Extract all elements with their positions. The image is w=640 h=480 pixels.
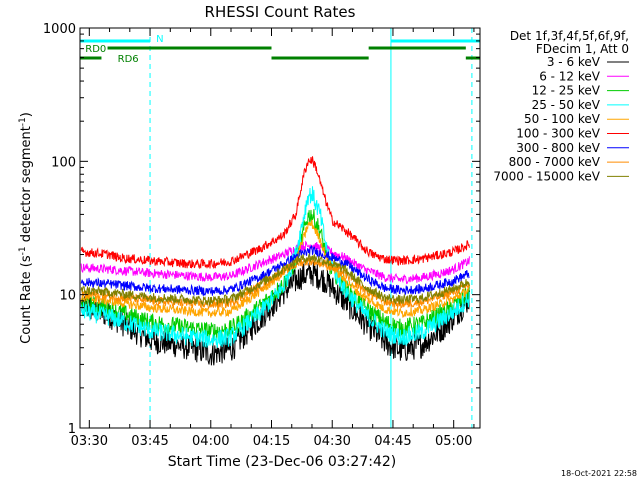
legend-label-6: 100 - 300 keV — [516, 127, 600, 141]
series-line-6 — [80, 156, 470, 270]
status-bar-label-rd0: RD0 — [85, 44, 106, 55]
y-axis-label: Count Rate (s-1 detector segment-1) — [18, 112, 34, 344]
chart-title: RHESSI Count Rates — [205, 3, 356, 21]
series-line-4 — [80, 186, 470, 348]
legend-label-5: 50 - 100 keV — [524, 112, 601, 126]
x-tick-label: 04:30 — [313, 434, 350, 449]
x-axis-ticks: 03:30 03:45 04:00 04:15 04:30 04:45 05:00 — [71, 28, 475, 449]
legend-label-1: 3 - 6 keV — [547, 55, 601, 69]
legend-label-4: 25 - 50 keV — [532, 98, 601, 112]
x-tick-label: 05:00 — [435, 434, 472, 449]
legend-label-7: 300 - 800 keV — [516, 141, 600, 155]
legend-label-8: 800 - 7000 keV — [509, 155, 601, 169]
status-bars: N RD0 RD6 — [80, 34, 480, 65]
series-line-2 — [80, 240, 470, 285]
x-tick-label: 04:00 — [192, 434, 229, 449]
legend: Det 1f,3f,4f,5f,6f,9f, FDecim 1, Att 0 3… — [493, 29, 629, 183]
y-axis-ticks: 1 10 100 1000 — [43, 22, 480, 437]
legend-header-line-1: Det 1f,3f,4f,5f,6f,9f, — [510, 29, 629, 43]
y-tick-label: 1000 — [43, 22, 76, 37]
series-line-9 — [80, 252, 470, 307]
series-line-7 — [80, 244, 470, 297]
legend-header-line-2: FDecim 1, Att 0 — [536, 42, 629, 56]
x-tick-label: 04:15 — [253, 434, 290, 449]
legend-label-3: 12 - 25 keV — [532, 84, 601, 98]
series-line-8 — [80, 257, 470, 311]
x-axis-label: Start Time (23-Dec-06 03:27:42) — [168, 454, 396, 470]
y-tick-label: 10 — [59, 289, 76, 304]
series-lines — [80, 156, 470, 366]
x-tick-label: 04:45 — [374, 434, 411, 449]
generation-timestamp: 18-Oct-2021 22:58 — [561, 469, 637, 478]
plot-frame — [79, 27, 481, 429]
status-bar-label-n: N — [156, 34, 163, 45]
instrument-vlines — [80, 28, 473, 428]
legend-label-9: 7000 - 15000 keV — [493, 169, 600, 183]
legend-label-2: 6 - 12 keV — [539, 69, 601, 83]
y-tick-label: 100 — [51, 155, 76, 170]
status-bar-label-rd6: RD6 — [118, 54, 139, 65]
x-tick-label: 03:45 — [131, 434, 168, 449]
y-tick-label: 1 — [68, 422, 76, 437]
x-tick-label: 03:30 — [71, 434, 108, 449]
